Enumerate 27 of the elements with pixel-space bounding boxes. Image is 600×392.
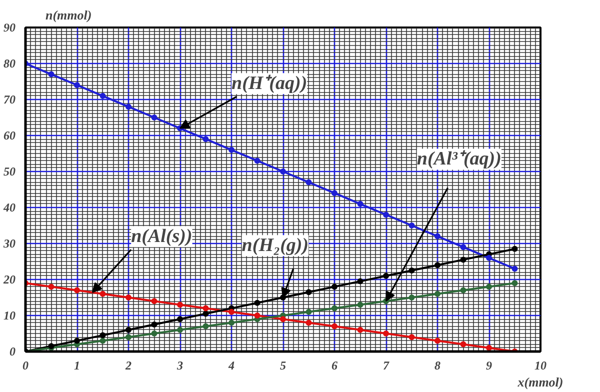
- x-axis-title: x(mmol): [516, 374, 564, 390]
- y-tick-label: 20: [2, 272, 16, 286]
- x-tick-label: 8: [434, 358, 440, 372]
- x-tick-label: 5: [280, 358, 286, 372]
- y-axis-title: n(mmol): [46, 8, 92, 22]
- y-tick-label: 50: [4, 164, 16, 178]
- y-tick-label: 70: [4, 92, 16, 106]
- x-tick-label: 7: [383, 358, 390, 372]
- y-tick-label: 90: [4, 20, 16, 34]
- y-tick-label: 10: [4, 308, 16, 322]
- annotation: n(Al(s)): [131, 226, 192, 248]
- annotation: n(H₂(g)): [242, 235, 309, 256]
- x-tick-label: 10: [534, 358, 546, 372]
- x-tick-label: 2: [124, 358, 132, 372]
- annotation: n(H⁺(aq)): [232, 73, 308, 94]
- y-tick-label: 0: [10, 344, 16, 358]
- x-tick-label: 1: [74, 358, 80, 372]
- x-tick-label: 9: [486, 358, 492, 372]
- y-tick-label: 60: [4, 128, 16, 142]
- x-tick-label: 6: [332, 358, 338, 372]
- y-tick-label: 30: [2, 236, 16, 250]
- x-tick-label: 3: [176, 358, 183, 372]
- annotation: n(Al³⁺(aq)): [416, 148, 502, 170]
- x-tick-label: 4: [228, 358, 234, 372]
- x-tick-label: 0: [22, 358, 28, 372]
- y-tick-label: 80: [4, 56, 16, 70]
- y-tick-label: 40: [2, 200, 16, 214]
